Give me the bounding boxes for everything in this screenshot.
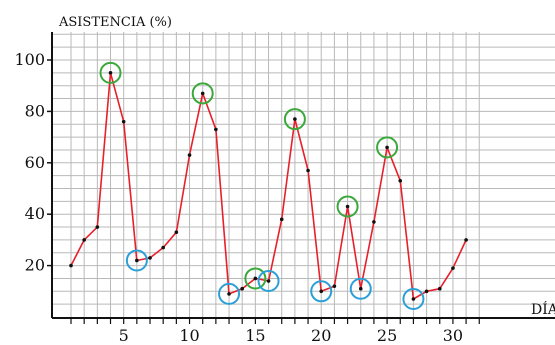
trough-circle xyxy=(218,282,241,305)
data-point xyxy=(464,238,468,242)
data-point xyxy=(345,204,350,209)
data-point xyxy=(372,220,376,224)
y-axis-label: ASISTENCIA (%) xyxy=(58,15,172,30)
y-tick-label: 20 xyxy=(25,256,45,275)
data-point xyxy=(135,258,139,263)
x-tick-label: 25 xyxy=(377,326,397,345)
data-point xyxy=(227,292,231,296)
y-tick-label: 40 xyxy=(25,204,45,223)
x-tick-label: 15 xyxy=(245,326,265,345)
x-tick-label: 20 xyxy=(311,326,331,345)
data-point xyxy=(319,289,324,294)
data-point xyxy=(200,91,205,96)
trough-circle xyxy=(125,249,148,272)
data-point xyxy=(437,286,442,291)
data-point xyxy=(398,178,403,183)
y-tick-labels: 20 40 60 80 100 xyxy=(14,50,52,275)
data-point xyxy=(69,263,73,268)
data-point xyxy=(332,284,337,288)
peak-circle xyxy=(191,82,214,105)
x-tick-labels: 5 10 15 20 25 30 xyxy=(70,318,480,345)
data-point xyxy=(214,127,218,132)
x-axis-label: DÍA xyxy=(531,300,555,318)
y-tick-label: 80 xyxy=(25,101,45,120)
data-point xyxy=(358,286,363,291)
data-point xyxy=(121,119,126,124)
peak-circle xyxy=(336,195,359,218)
axes xyxy=(51,32,555,319)
data-point xyxy=(385,145,389,150)
x-tick-label: 10 xyxy=(179,326,199,345)
x-tick-label: 5 xyxy=(119,326,129,345)
data-point xyxy=(240,286,245,291)
data-point xyxy=(451,266,455,270)
data-point xyxy=(266,279,271,283)
y-tick-label: 60 xyxy=(25,153,45,172)
data-point xyxy=(108,71,113,75)
data-point xyxy=(424,289,429,294)
data-point xyxy=(293,117,297,121)
annotation-circles xyxy=(99,61,425,311)
trough-circle xyxy=(310,280,333,303)
y-tick-label: 100 xyxy=(14,50,45,69)
data-point xyxy=(161,245,165,250)
data-point xyxy=(279,217,284,222)
peak-circle xyxy=(244,267,267,290)
peak-circle xyxy=(283,108,306,131)
data-point xyxy=(411,297,416,301)
grid xyxy=(52,32,555,318)
trough-circle xyxy=(349,277,372,300)
peak-circle xyxy=(376,136,399,159)
data-point xyxy=(95,225,100,229)
data-point xyxy=(148,256,152,260)
trough-circle xyxy=(257,270,280,293)
data-point xyxy=(82,238,86,242)
x-tick-label: 30 xyxy=(443,326,463,345)
data-point xyxy=(253,276,258,281)
data-point xyxy=(174,230,179,234)
data-point xyxy=(306,168,310,173)
data-point xyxy=(187,153,192,157)
trough-circle xyxy=(402,288,425,311)
data-points xyxy=(69,71,468,301)
peak-circle xyxy=(99,61,122,84)
